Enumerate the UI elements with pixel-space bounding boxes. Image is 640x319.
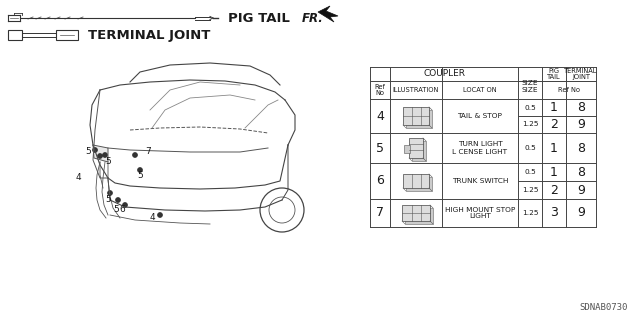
Text: SIZE: SIZE — [522, 80, 538, 86]
Text: 8: 8 — [577, 142, 585, 154]
Text: TURN LIGHT
L CENSE LIGHT: TURN LIGHT L CENSE LIGHT — [452, 142, 508, 154]
Circle shape — [93, 147, 97, 152]
Text: 9: 9 — [577, 183, 585, 197]
Bar — [370, 67, 596, 227]
Text: 5: 5 — [113, 205, 119, 214]
Text: 5: 5 — [376, 142, 384, 154]
Bar — [406, 177, 432, 191]
Circle shape — [132, 152, 138, 158]
Text: 0.5: 0.5 — [524, 145, 536, 151]
Text: 1.25: 1.25 — [522, 122, 538, 128]
Bar — [405, 208, 433, 224]
Text: COUPLER: COUPLER — [423, 70, 465, 78]
Text: LOCAT ON: LOCAT ON — [463, 87, 497, 93]
Text: 7: 7 — [145, 147, 151, 157]
Text: 4: 4 — [75, 174, 81, 182]
Text: 5: 5 — [85, 147, 91, 157]
Text: 9: 9 — [577, 206, 585, 219]
Text: 1.25: 1.25 — [522, 210, 538, 216]
Text: SDNAB0730: SDNAB0730 — [580, 303, 628, 312]
Circle shape — [157, 212, 163, 218]
Text: HIGH MOUNT STOP
LIGHT: HIGH MOUNT STOP LIGHT — [445, 206, 515, 219]
Text: 1.25: 1.25 — [522, 187, 538, 193]
Text: 1: 1 — [550, 166, 558, 179]
Text: PIG TAIL: PIG TAIL — [228, 11, 290, 25]
Bar — [56, 30, 78, 40]
Circle shape — [102, 152, 108, 158]
Bar — [406, 110, 432, 128]
Text: 1: 1 — [550, 101, 558, 114]
Text: 1: 1 — [550, 142, 558, 154]
Text: TERMINAL
JOINT: TERMINAL JOINT — [564, 68, 598, 80]
Polygon shape — [318, 6, 338, 22]
Circle shape — [97, 153, 102, 159]
Bar — [8, 30, 22, 40]
Text: TERMINAL JOINT: TERMINAL JOINT — [88, 28, 211, 41]
Bar — [403, 174, 429, 188]
Text: 8: 8 — [577, 101, 585, 114]
Text: 9: 9 — [577, 118, 585, 131]
Text: FR.: FR. — [302, 11, 324, 25]
Circle shape — [115, 197, 120, 203]
Text: 3: 3 — [550, 206, 558, 219]
Text: 8: 8 — [577, 166, 585, 179]
Text: TRUNK SWITCH: TRUNK SWITCH — [452, 178, 508, 184]
Circle shape — [138, 167, 143, 173]
Bar — [412, 141, 426, 161]
Text: 4: 4 — [376, 109, 384, 122]
Text: 5: 5 — [105, 196, 111, 204]
Text: PIG
TAIL: PIG TAIL — [547, 68, 561, 80]
Text: 2: 2 — [550, 183, 558, 197]
Text: 2: 2 — [550, 118, 558, 131]
Text: 6: 6 — [119, 205, 125, 214]
Text: SIZE: SIZE — [522, 87, 538, 93]
Text: 0.5: 0.5 — [524, 169, 536, 175]
Bar — [402, 205, 430, 221]
Bar — [404, 145, 410, 153]
Text: 0.5: 0.5 — [524, 105, 536, 110]
Text: 4: 4 — [149, 213, 155, 222]
Circle shape — [122, 203, 127, 207]
Circle shape — [108, 190, 113, 196]
Text: 5: 5 — [105, 158, 111, 167]
Text: 6: 6 — [376, 174, 384, 188]
Bar — [409, 138, 423, 158]
Polygon shape — [93, 145, 108, 162]
Text: Ref No: Ref No — [558, 87, 580, 93]
Text: Ref
No: Ref No — [374, 84, 385, 96]
Bar — [403, 107, 429, 125]
Text: 7: 7 — [376, 206, 384, 219]
Text: 5: 5 — [137, 170, 143, 180]
Text: TAIL & STOP: TAIL & STOP — [458, 113, 502, 119]
Text: ILLUSTRATION: ILLUSTRATION — [393, 87, 439, 93]
